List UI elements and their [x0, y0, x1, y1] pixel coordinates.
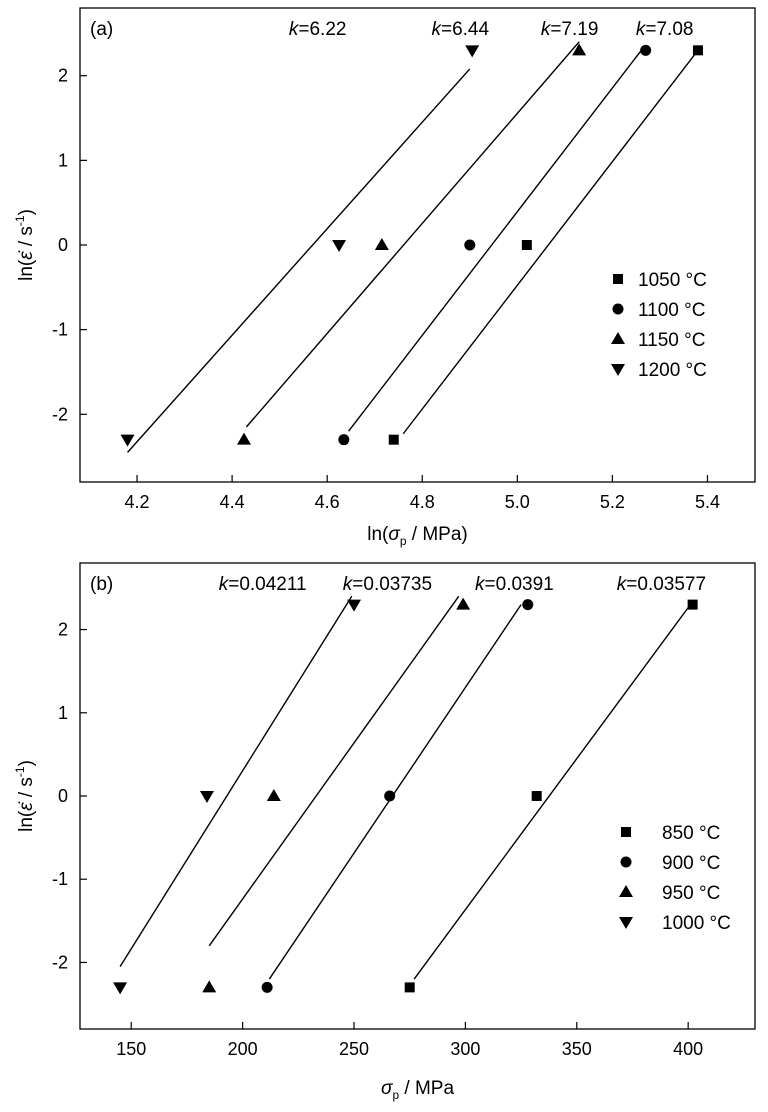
x-tick-label: 250 — [339, 1039, 369, 1059]
legend-label: 1100 °C — [638, 300, 705, 321]
series-1: k=7.19 1100 °C — [338, 19, 705, 446]
data-point — [338, 434, 350, 446]
legend-marker — [619, 885, 633, 897]
panel-label: (b) — [90, 574, 113, 595]
plot-frame — [79, 562, 756, 1030]
legend-marker — [619, 917, 633, 929]
y-axis-label: ln(ε̇ / s-1) — [13, 209, 37, 281]
x-tick-label: 400 — [673, 1039, 703, 1059]
data-point — [332, 240, 347, 252]
y-tick-label: 1 — [58, 703, 68, 723]
fit-line — [119, 595, 353, 967]
x-axis-label: ln(σp / MPa) — [367, 524, 468, 548]
legend-marker — [611, 364, 625, 376]
x-axis-label: σp / MPa — [381, 1078, 454, 1102]
x-tick-label: 200 — [228, 1039, 258, 1059]
legend-marker — [620, 856, 632, 868]
fit-line — [413, 604, 691, 980]
data-point — [266, 789, 281, 801]
series-0: k=7.08 1050 °C — [388, 19, 707, 445]
slope-label: k=0.04211 — [219, 574, 307, 595]
data-point — [572, 43, 587, 56]
slope-label: k=7.08 — [636, 19, 694, 40]
y-tick-label: 1 — [58, 150, 68, 170]
x-tick-label: 4.8 — [410, 492, 435, 512]
data-point — [456, 597, 471, 610]
slope-label: k=0.0391 — [475, 574, 554, 595]
series-2: k=6.44 1150 °C — [236, 19, 705, 445]
legend-marker — [612, 303, 624, 315]
y-tick-label: -2 — [52, 952, 68, 972]
data-point — [404, 982, 415, 993]
series-2: k=0.03735 950 °C — [202, 574, 720, 993]
data-point — [640, 44, 652, 56]
slope-label: k=0.03577 — [617, 574, 706, 595]
fit-line — [268, 604, 522, 980]
data-point — [347, 599, 362, 612]
legend-label: 850 °C — [662, 823, 720, 844]
data-point — [465, 45, 480, 58]
slope-label: k=7.19 — [541, 19, 599, 40]
slope-label: k=0.03735 — [343, 574, 432, 595]
x-tick-label: 5.2 — [600, 492, 625, 512]
x-tick-label: 4.6 — [315, 492, 340, 512]
data-point — [236, 432, 251, 445]
data-point — [202, 980, 217, 993]
series-3: k=0.04211 1000 °C — [113, 574, 731, 995]
legend-label: 1000 °C — [662, 913, 731, 934]
fit-line — [402, 49, 699, 435]
data-point — [692, 45, 703, 56]
legend-marker — [611, 332, 625, 344]
y-axis-label: ln(ε̇ / s-1) — [13, 760, 37, 832]
x-tick-label: 150 — [116, 1039, 146, 1059]
x-tick-label: 300 — [450, 1039, 480, 1059]
slope-label: k=6.44 — [431, 19, 489, 40]
x-tick-label: 350 — [562, 1039, 592, 1059]
legend-marker — [613, 274, 623, 284]
y-tick-label: 2 — [58, 620, 68, 640]
y-tick-label: -1 — [52, 869, 68, 889]
x-tick-label: 5.0 — [505, 492, 530, 512]
series-1: k=0.0391 900 °C — [261, 574, 720, 993]
data-point — [384, 790, 396, 802]
plot-frame — [79, 7, 756, 483]
data-point — [687, 599, 698, 610]
x-tick-label: 4.4 — [220, 492, 245, 512]
data-point — [120, 434, 135, 447]
y-tick-label: -2 — [52, 404, 68, 424]
legend-label: 1150 °C — [638, 330, 705, 351]
data-point — [522, 599, 534, 611]
fit-line — [245, 41, 580, 428]
legend-marker — [621, 827, 631, 837]
y-tick-label: 0 — [58, 235, 68, 255]
panel-b: 150 200 250 300 350 400 -2 -1 0 1 2 (b) σp / MPa ln(ε… — [13, 562, 756, 1102]
data-point — [374, 238, 389, 250]
data-point — [521, 240, 532, 250]
data-point — [531, 791, 542, 801]
x-tick-label: 5.4 — [695, 492, 720, 512]
y-tick-label: 0 — [58, 786, 68, 806]
y-tick-label: 2 — [58, 66, 68, 86]
data-point — [199, 791, 214, 803]
y-tick-label: -1 — [52, 320, 68, 340]
data-point — [464, 239, 476, 251]
data-point — [113, 982, 128, 995]
panel-label: (a) — [90, 19, 113, 40]
legend-label: 1050 °C — [638, 270, 707, 291]
slope-label: k=6.22 — [289, 19, 347, 40]
fit-line — [208, 595, 460, 947]
panel-a: 4.2 4.4 4.6 4.8 5.0 5.2 5.4 -2 -1 0 1 2 (a) ln(σp / M… — [13, 7, 756, 548]
data-point — [261, 981, 273, 993]
series-0: k=0.03577 850 °C — [404, 574, 720, 993]
fit-line — [127, 68, 471, 453]
legend-label: 900 °C — [662, 853, 720, 874]
data-point — [388, 434, 399, 445]
fit-line — [348, 47, 644, 432]
series-3: k=6.22 1200 °C — [120, 19, 707, 453]
x-tick-label: 4.2 — [125, 492, 150, 512]
legend-label: 950 °C — [662, 883, 720, 904]
legend-label: 1200 °C — [638, 360, 707, 381]
